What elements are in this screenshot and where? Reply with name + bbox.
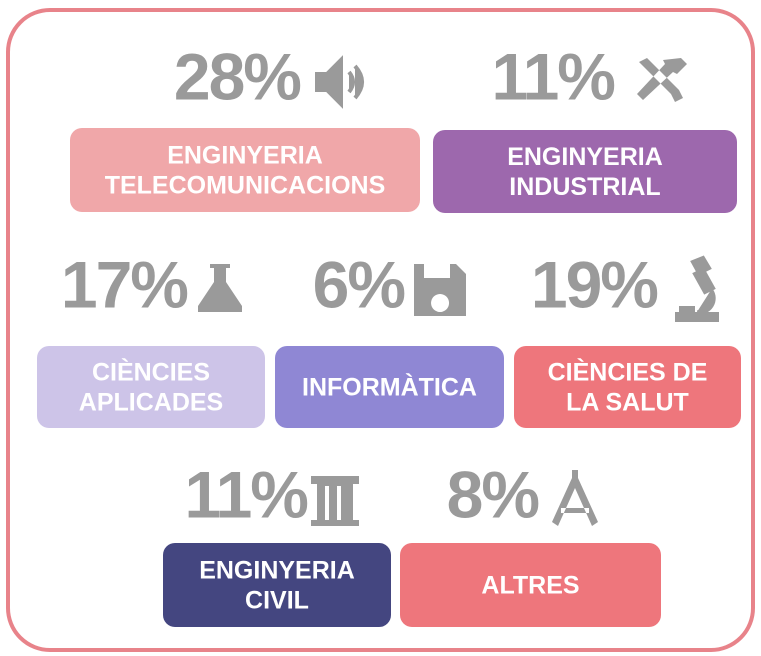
icon	[552, 470, 598, 526]
category-item: 8% ALTRES	[400, 457, 661, 627]
percent: 8%	[447, 457, 539, 531]
label: CIVIL	[245, 587, 309, 615]
category-item: 6% INFORMÀTICA	[275, 247, 504, 428]
label-box	[70, 128, 420, 212]
percent: 17%	[61, 247, 187, 321]
label: CIÈNCIES	[92, 358, 210, 387]
label: INDUSTRIAL	[509, 173, 660, 201]
icon	[414, 264, 466, 316]
label-box	[37, 346, 265, 428]
label-box	[400, 543, 661, 627]
icon	[311, 476, 359, 526]
percent: 19%	[531, 247, 657, 321]
icon	[315, 55, 364, 109]
label: LA SALUT	[566, 389, 689, 417]
percent: 6%	[313, 247, 405, 321]
label: ENGINYERIA	[199, 557, 355, 585]
label-box	[275, 346, 504, 428]
label: APLICADES	[79, 389, 223, 417]
label-box	[433, 130, 737, 213]
percent: 11%	[185, 457, 308, 531]
label: ENGINYERIA	[507, 143, 663, 171]
icon	[637, 58, 687, 102]
label: INFORMÀTICA	[302, 373, 477, 402]
label: CIÈNCIES DE	[548, 358, 708, 387]
label-box	[163, 543, 391, 627]
label-box	[514, 346, 741, 428]
icon	[198, 264, 242, 312]
label: ENGINYERIA	[167, 142, 323, 170]
label: TELECOMUNICACIONS	[105, 172, 386, 200]
icon	[675, 255, 719, 322]
label: ALTRES	[481, 572, 579, 600]
percent: 28%	[174, 39, 300, 113]
percent: 11%	[492, 39, 615, 113]
